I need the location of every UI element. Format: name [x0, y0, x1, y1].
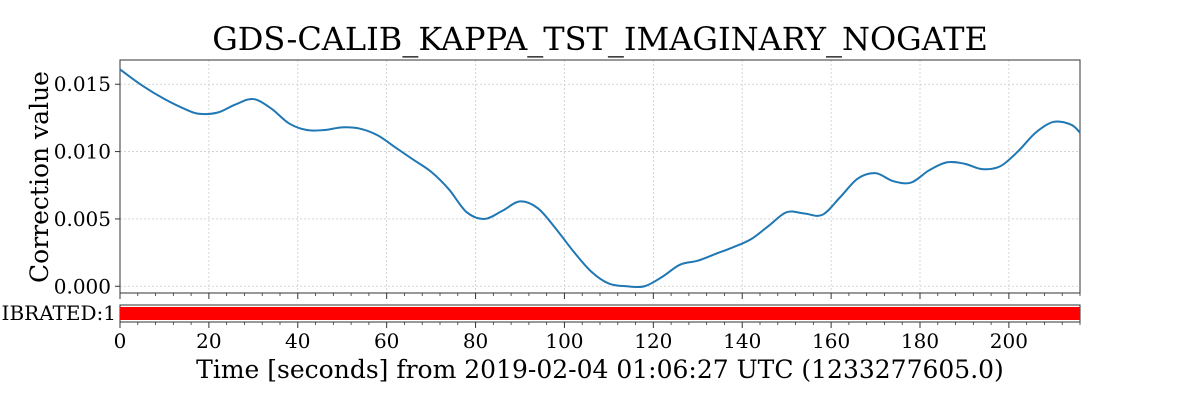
- y-tick-label: 0.000: [54, 274, 111, 298]
- x-axis-label: Time [seconds] from 2019-02-04 01:06:27 …: [196, 355, 1004, 384]
- plot-area-frame: [119, 59, 1081, 294]
- y-tick-label: 0.005: [54, 207, 111, 231]
- series-line: [119, 68, 1081, 289]
- x-axis: 0 20 40 60 80 100 120 140 160 180 200: [114, 293, 1081, 353]
- x-tick-label: 80: [463, 329, 488, 353]
- x-tick-label: 60: [374, 329, 399, 353]
- x-tick-label: 0: [114, 329, 127, 353]
- x-tick-label: 140: [723, 329, 761, 353]
- chart-title: GDS-CALIB_KAPPA_TST_IMAGINARY_NOGATE: [212, 20, 988, 58]
- x-tick-label: 20: [196, 329, 221, 353]
- y-axis-label: Correction value: [25, 71, 54, 283]
- x-tick-label: 180: [901, 329, 939, 353]
- x-tick-label: 40: [285, 329, 310, 353]
- y-tick-label: 0.010: [54, 140, 111, 164]
- y-tick-label: 0.015: [54, 72, 111, 96]
- segment-bar-label: IBRATED:1: [2, 301, 116, 325]
- x-tick-label: 100: [545, 329, 583, 353]
- grid-lines: [119, 60, 1080, 293]
- y-axis: 0.000 0.005 0.010 0.015: [54, 72, 120, 298]
- x-tick-label: 120: [634, 329, 672, 353]
- segment-bar: [120, 307, 1080, 320]
- segment-active: [120, 307, 1080, 320]
- x-tick-label: 200: [990, 329, 1028, 353]
- x-tick-label: 160: [812, 329, 850, 353]
